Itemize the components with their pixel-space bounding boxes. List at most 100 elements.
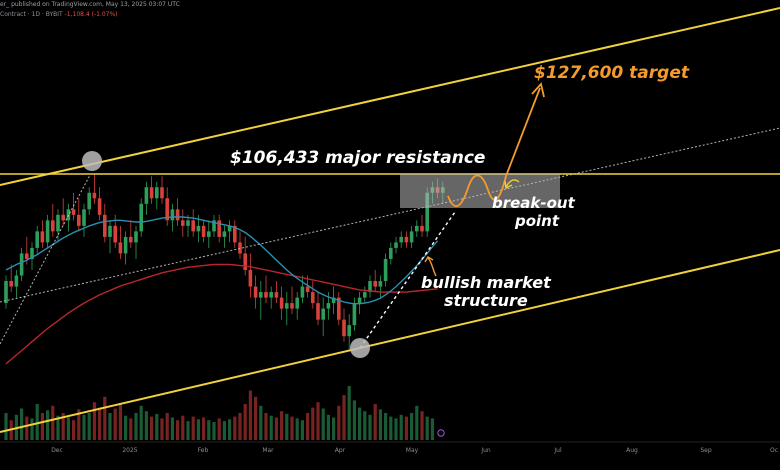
breakout-arrow xyxy=(505,179,520,188)
candle-body xyxy=(394,242,398,248)
x-tick-label: Jul xyxy=(553,447,562,454)
candle-body xyxy=(425,192,429,232)
candle-body xyxy=(326,303,331,309)
candle-body xyxy=(191,220,195,232)
candle-body xyxy=(269,292,273,298)
x-tick-label: Sep xyxy=(700,447,712,454)
published-line: er_ published on TradingView.com, May 13… xyxy=(0,1,180,8)
volume-bar xyxy=(25,416,29,440)
symbol-line: Contract · 1D · BYBIT -1,108.4 (-1.07%) xyxy=(0,10,118,20)
candle-body xyxy=(253,286,258,298)
volume-bar xyxy=(113,408,117,440)
volume-bar xyxy=(212,422,216,440)
volume-bar xyxy=(295,418,299,440)
volume-bar xyxy=(35,404,39,440)
structure-arrow xyxy=(427,257,437,277)
ma-blue-line xyxy=(5,216,439,305)
volume-bar xyxy=(274,417,278,440)
candle-body xyxy=(139,203,143,232)
volume-bar xyxy=(160,418,164,440)
volume-bar xyxy=(228,419,232,440)
ma-red-line xyxy=(5,263,438,365)
volume-bar xyxy=(186,421,190,440)
volume-bar xyxy=(399,414,403,440)
volume-bar xyxy=(306,413,310,440)
candle-body xyxy=(40,231,45,243)
candle-body xyxy=(420,225,424,232)
candle-body xyxy=(342,319,346,337)
x-tick-label: Feb xyxy=(198,447,209,454)
candle-body xyxy=(259,292,263,298)
volume-bars xyxy=(4,386,434,440)
candle-body xyxy=(134,231,138,243)
candle-body xyxy=(415,225,419,232)
volume-bar xyxy=(118,404,122,440)
candle-body xyxy=(160,187,164,199)
volume-bar xyxy=(92,402,96,440)
candle-body xyxy=(4,281,8,304)
candle-body xyxy=(248,270,253,287)
volume-bar xyxy=(368,414,372,440)
volume-bar xyxy=(155,413,159,440)
candle-body xyxy=(61,214,65,221)
candle-body xyxy=(201,225,206,237)
candle-body xyxy=(404,236,409,243)
candle-body xyxy=(389,247,393,259)
volume-bar xyxy=(410,413,414,440)
candle-body xyxy=(35,231,39,248)
volume-bar xyxy=(40,413,44,440)
volume-bar xyxy=(139,405,143,440)
candle-body xyxy=(311,292,315,304)
candle-body xyxy=(383,258,388,282)
projection-arrowhead xyxy=(531,82,545,98)
candle-body xyxy=(217,220,221,237)
candle-body xyxy=(243,253,247,270)
candle-body xyxy=(347,325,351,337)
volume-bar xyxy=(72,420,76,440)
volume-bar xyxy=(82,414,86,440)
resistance-label: $106,433 major resistance xyxy=(230,148,485,168)
structure-label-line1: bullish market xyxy=(421,273,552,292)
volume-bar xyxy=(373,404,377,440)
x-tick-label: May xyxy=(406,447,419,454)
volume-bar xyxy=(98,407,102,440)
x-tick-label: Aug xyxy=(626,447,638,454)
bullish-trend-line xyxy=(359,211,456,349)
candle-body xyxy=(212,220,216,232)
volume-bar xyxy=(425,416,429,440)
volume-bar xyxy=(254,396,258,440)
volume-bar xyxy=(170,417,174,440)
candles xyxy=(4,174,445,350)
candle-body xyxy=(56,214,60,232)
candle-body xyxy=(295,297,299,309)
structure-arrowhead xyxy=(424,256,434,263)
volume-bar xyxy=(56,415,60,440)
candle-body xyxy=(233,225,237,243)
candle-body xyxy=(129,236,133,243)
candle-body xyxy=(51,220,55,232)
volume-bar xyxy=(87,413,91,440)
candle-body xyxy=(45,220,50,243)
candle-body xyxy=(357,297,362,304)
candle-body xyxy=(238,242,242,254)
x-tick-label: Dec xyxy=(51,447,63,454)
volume-bar xyxy=(238,413,242,440)
candle-body xyxy=(170,209,175,221)
time-axis: Dec 2025 Feb Mar Apr May Jun Jul Aug Sep Oc xyxy=(0,429,780,454)
candle-body xyxy=(113,225,117,243)
change-text: -1,108.4 (-1.07%) xyxy=(64,11,118,18)
volume-bar xyxy=(384,413,388,440)
volume-bar xyxy=(150,416,154,440)
breakout-label-line1: break-out xyxy=(492,194,576,212)
candle-body xyxy=(103,214,107,237)
volume-bar xyxy=(420,411,424,440)
volume-bar xyxy=(269,415,273,440)
high-marker xyxy=(82,151,102,171)
volume-bar xyxy=(66,417,70,440)
candle-body xyxy=(274,292,279,298)
resistance-zone xyxy=(400,174,560,208)
candle-body xyxy=(186,220,190,226)
symbol-text: Contract · 1D · BYBIT xyxy=(0,11,63,18)
candle-body xyxy=(181,220,185,226)
